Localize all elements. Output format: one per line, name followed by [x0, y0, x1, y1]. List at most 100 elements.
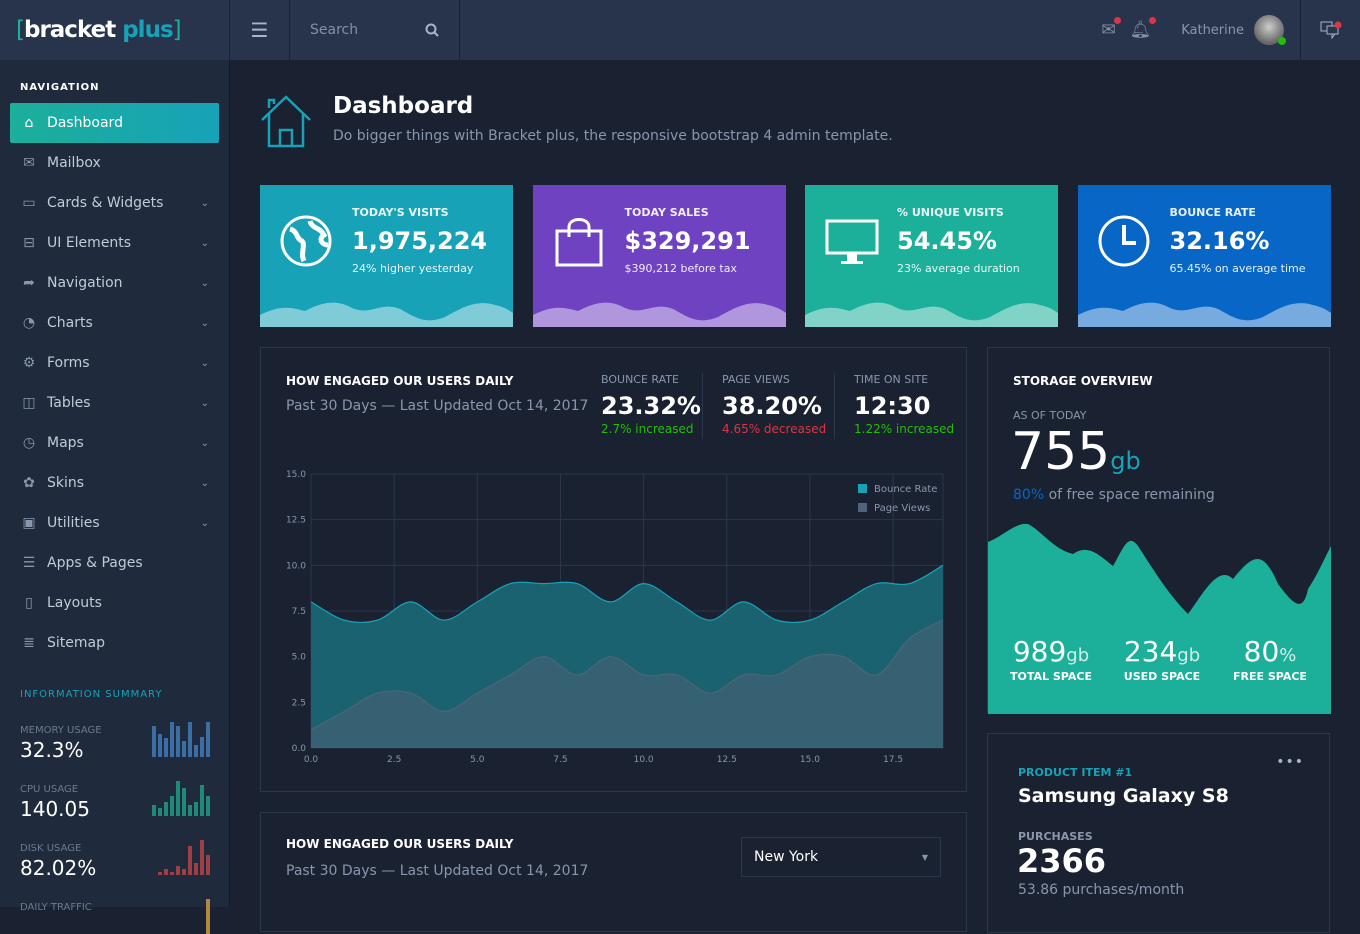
sidebar-item-label: Cards & Widgets — [47, 195, 163, 211]
logo-bracket: [ — [16, 17, 24, 43]
y-tick-label: 7.5 — [292, 607, 306, 617]
chat-icon — [1320, 20, 1342, 40]
y-tick-label: 12.5 — [286, 516, 306, 526]
sparkline-bar — [176, 726, 180, 757]
storage-stat-label: FREE SPACE — [1220, 670, 1320, 683]
sparkline-bar — [200, 785, 204, 816]
stat-value: $329,291 — [625, 227, 751, 255]
legend-label: Page Views — [874, 503, 930, 514]
search-icon[interactable] — [425, 23, 439, 37]
sidebar-item-label: Charts — [47, 315, 93, 331]
info-section-label: INFORMATION SUMMARY — [20, 689, 162, 700]
y-tick-label: 2.5 — [292, 698, 306, 708]
sparkline-bar — [164, 738, 168, 757]
sidebar-item-skins[interactable]: ✿Skins⌄ — [10, 463, 219, 503]
sidebar-item-apps-pages[interactable]: ☰Apps & Pages — [10, 543, 219, 583]
sidebar-item-layouts[interactable]: ▯Layouts — [10, 583, 219, 623]
card-title: STORAGE OVERVIEW — [1013, 374, 1153, 388]
sparkline-bar — [170, 722, 174, 757]
city-select[interactable]: New York▼ — [741, 837, 941, 877]
sparkline-bar — [194, 863, 198, 875]
bell-icon[interactable]: 🔔︎ — [1130, 20, 1152, 40]
sparkline-bar — [206, 722, 210, 757]
sidebar-item-navigation[interactable]: ➦ Navigation ⌄ — [10, 263, 219, 303]
share-icon: ➦ — [20, 275, 38, 291]
mail-icon[interactable]: ✉ — [1101, 20, 1115, 40]
y-tick-label: 0.0 — [292, 744, 307, 754]
page-title: Dashboard — [333, 93, 473, 119]
sidebar: NAVIGATION ⌂Dashboard ✉ Mailbox ▭ Cards & Wi… — [0, 60, 230, 907]
sparkline-bar — [152, 805, 156, 816]
sparkline-bar — [206, 899, 210, 934]
cards-icon: ▭ — [20, 195, 38, 211]
storage-stat-label: TOTAL SPACE — [1001, 670, 1101, 683]
sidebar-item-label: Mailbox — [47, 155, 101, 171]
sidebar-item-forms[interactable]: ⚙Forms⌄ — [10, 343, 219, 383]
sparkline-bar — [176, 866, 180, 875]
clock-icon — [1098, 215, 1152, 269]
nav-section-label: NAVIGATION — [20, 82, 99, 93]
select-value: New York — [754, 849, 818, 865]
avatar[interactable] — [1254, 15, 1284, 45]
info-label: DAILY TRAFFIC — [20, 902, 210, 913]
mail-icon: ✉ — [20, 155, 38, 171]
stat-value: 54.45% — [897, 227, 997, 255]
more-options-icon[interactable]: ••• — [1276, 754, 1304, 770]
y-tick-label: 10.0 — [286, 561, 306, 571]
purchases-rate: 53.86 purchases/month — [1018, 882, 1184, 898]
sidebar-item-tables[interactable]: ◫Tables⌄ — [10, 383, 219, 423]
wave-decoration — [805, 295, 1058, 327]
sparkline — [158, 839, 210, 875]
sparkline-bar — [206, 855, 210, 875]
x-tick-label: 10.0 — [634, 755, 654, 765]
x-tick-label: 15.0 — [800, 755, 820, 765]
x-tick-label: 12.5 — [717, 755, 737, 765]
card-title: HOW ENGAGED OUR USERS DAILY — [286, 837, 513, 851]
sidebar-item-sitemap[interactable]: ≣Sitemap — [10, 623, 219, 663]
sidebar-item-dashboard[interactable]: ⌂Dashboard — [10, 103, 219, 143]
search-input[interactable] — [310, 22, 410, 38]
sidebar-item-label: Utilities — [47, 515, 100, 531]
stat-card: TODAY SALES$329,291$390,212 before tax — [533, 185, 786, 327]
sparkline-bar — [182, 788, 186, 816]
engagement-card-2: HOW ENGAGED OUR USERS DAILY Past 30 Days… — [260, 812, 967, 932]
sidebar-item-cards-widgets[interactable]: ▭Cards & Widgets⌄ — [10, 183, 219, 223]
chevron-down-icon: ⌄ — [201, 278, 209, 289]
chevron-down-icon: ⌄ — [201, 358, 209, 369]
search-box — [290, 0, 460, 60]
monitor-icon — [825, 215, 879, 269]
sidebar-item-mailbox[interactable]: ✉ Mailbox — [10, 143, 219, 183]
storage-stat-value: 80 — [1244, 635, 1280, 668]
product-card: ••• PRODUCT ITEM #1 Samsung Galaxy S8 PU… — [987, 733, 1330, 933]
storage-stat-value: 234 — [1124, 635, 1177, 668]
chat-button[interactable] — [1300, 0, 1360, 60]
x-tick-label: 17.5 — [883, 755, 903, 765]
home-icon — [260, 94, 312, 148]
sparkline-bar — [158, 808, 162, 816]
sparkline-bar — [188, 846, 192, 875]
sidebar-item-charts[interactable]: ◔Charts⌄ — [10, 303, 219, 343]
sidebar-item-label: Skins — [47, 475, 84, 491]
sparkline-bar — [194, 802, 198, 816]
sidebar-item-label: Navigation — [47, 275, 123, 291]
stat-label: TODAY'S VISITS — [352, 206, 449, 219]
sidebar-nav: ⌂Dashboard ✉ Mailbox ▭ Cards & Widgets ⌄ ⊟UI E… — [10, 103, 219, 663]
briefcase-icon: ▣ — [20, 515, 38, 531]
menu-toggle-button[interactable]: ☰ — [230, 0, 290, 60]
user-name[interactable]: Katherine — [1181, 23, 1244, 38]
sparkline — [152, 780, 210, 816]
sidebar-item-label: UI Elements — [47, 235, 131, 251]
sidebar-item-utilities[interactable]: ▣Utilities⌄ — [10, 503, 219, 543]
page-subtitle: Do bigger things with Bracket plus, the … — [333, 128, 893, 144]
sparkline-bar — [170, 872, 174, 875]
sidebar-item-maps[interactable]: ◷Maps⌄ — [10, 423, 219, 463]
sidebar-item-ui-elements[interactable]: ⊟UI Elements⌄ — [10, 223, 219, 263]
legend-swatch — [858, 503, 867, 512]
list-icon: ≣ — [20, 635, 38, 651]
